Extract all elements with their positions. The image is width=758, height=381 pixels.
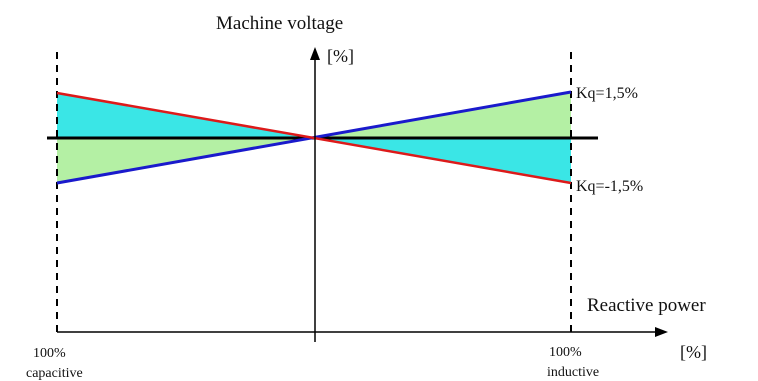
upper-line-label: Kq=1,5% <box>576 85 638 102</box>
lower-line-label: Kq=-1,5% <box>576 178 643 195</box>
negative-droop-line <box>56 91 572 185</box>
right-bound-label-type: inductive <box>547 365 599 380</box>
left-bound-label-percent: 100% <box>33 346 66 361</box>
left-bound-label-type: capacitive <box>26 366 83 381</box>
x-axis-unit: [%] <box>680 342 707 362</box>
arrow-up-icon <box>310 47 320 60</box>
arrow-right-icon <box>655 327 668 337</box>
x-axis-title: Reactive power <box>587 295 706 316</box>
y-axis-unit: [%] <box>327 46 354 66</box>
y-axis-title: Machine voltage <box>216 13 343 34</box>
right-bound-label-percent: 100% <box>549 345 582 360</box>
